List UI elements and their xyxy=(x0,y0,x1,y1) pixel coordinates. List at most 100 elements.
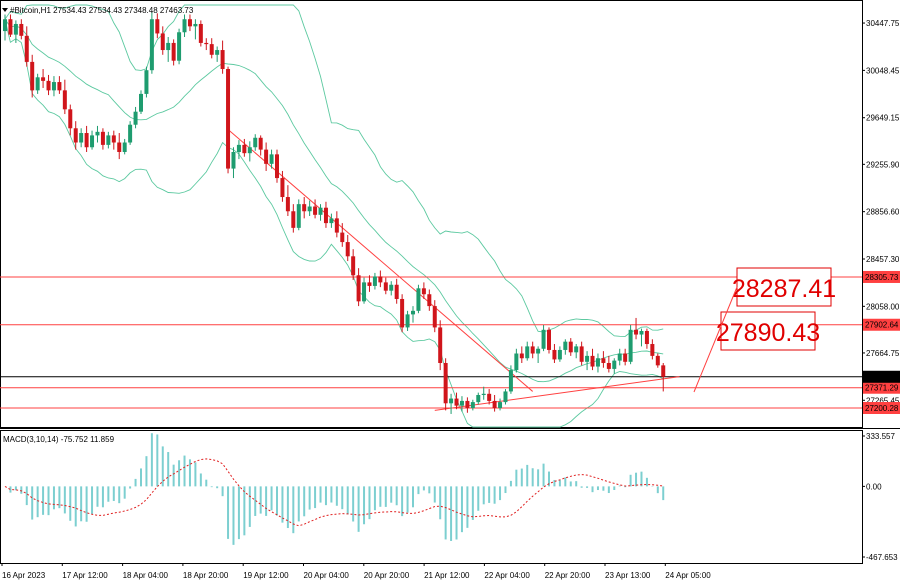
candle-body xyxy=(220,50,225,70)
candle-body xyxy=(236,144,241,152)
candle-body xyxy=(536,348,541,354)
candle-body xyxy=(334,218,339,233)
candle-body xyxy=(258,137,263,150)
candle-body xyxy=(530,346,535,354)
candle-body xyxy=(552,349,557,360)
candle-body xyxy=(345,242,350,257)
candle-body xyxy=(362,282,367,302)
collapse-arrow-icon xyxy=(2,8,8,12)
price-tick-label: 28058.00 xyxy=(866,302,900,311)
price-tick-label: 30048.45 xyxy=(866,66,900,75)
candle-body xyxy=(411,310,415,315)
time-tick-label: 17 Apr 12:00 xyxy=(62,571,108,580)
candle-body xyxy=(318,207,323,215)
candle-body xyxy=(149,19,154,71)
macd-pane-frame xyxy=(0,430,863,564)
candle-body xyxy=(95,131,100,136)
candle-body xyxy=(79,133,84,143)
candle-body xyxy=(514,353,519,371)
candle-body xyxy=(100,131,105,145)
candle-body xyxy=(226,69,231,169)
candle-body xyxy=(275,154,279,179)
candle-body xyxy=(155,19,160,34)
time-tick-label: 22 Apr 04:00 xyxy=(484,571,530,580)
candle-body xyxy=(579,346,584,362)
candle-body xyxy=(639,330,644,335)
candle-body xyxy=(459,400,464,406)
trendline xyxy=(434,376,680,411)
chart-header: #Bitcoin,H1 27534.43 27534.43 27348.48 2… xyxy=(10,6,194,15)
candle-body xyxy=(41,77,46,81)
candle-body xyxy=(644,330,649,345)
candle-body xyxy=(416,288,421,311)
time-tick-label: 22 Apr 20:00 xyxy=(545,571,591,580)
level-price-label: 27902.64 xyxy=(865,321,899,330)
time-tick-label: 20 Apr 04:00 xyxy=(304,571,350,580)
candle-body xyxy=(541,329,546,349)
candle-body xyxy=(177,32,182,61)
bollinger-lower-band xyxy=(4,19,664,428)
candle-body xyxy=(117,142,122,152)
candle-body xyxy=(269,154,274,164)
candle-body xyxy=(51,82,56,91)
time-tick-label: 24 Apr 05:00 xyxy=(665,571,711,580)
candle-body xyxy=(253,137,258,148)
candle-body xyxy=(595,358,600,367)
price-callout-box xyxy=(736,267,832,307)
candle-body xyxy=(476,394,481,403)
candle-body xyxy=(57,82,62,91)
candle-body xyxy=(367,282,372,286)
price-callout-text: 28287.41 xyxy=(732,275,836,303)
price-pane-frame xyxy=(0,0,863,428)
candle-body xyxy=(405,314,410,328)
candle-body xyxy=(449,398,454,404)
candle-body xyxy=(35,77,40,91)
candle-body xyxy=(351,256,356,276)
candle-body xyxy=(438,327,443,363)
price-tick-label: 30447.75 xyxy=(866,19,900,28)
candle-body xyxy=(623,353,628,362)
macd-tick-label: 333.557 xyxy=(866,432,895,441)
candle-body xyxy=(590,355,595,367)
time-tick-label: 21 Apr 12:00 xyxy=(424,571,470,580)
price-callout-box xyxy=(720,311,816,351)
candle-body xyxy=(291,211,296,228)
candle-body xyxy=(568,341,573,353)
candle-body xyxy=(111,135,116,143)
candle-body xyxy=(128,124,133,143)
candle-body xyxy=(8,19,13,35)
candle-body xyxy=(193,23,198,27)
candle-body xyxy=(313,206,318,215)
candle-body xyxy=(601,358,606,363)
macd-tick-label: -467.653 xyxy=(866,553,898,562)
price-tick-label: 27664.75 xyxy=(866,349,900,358)
candle-body xyxy=(606,362,611,369)
candle-body xyxy=(383,282,388,291)
level-price-label: 28305.73 xyxy=(865,273,899,282)
candle-body xyxy=(427,294,432,307)
time-tick-label: 23 Apr 13:00 xyxy=(605,571,651,580)
candle-body xyxy=(661,365,666,377)
candle-body xyxy=(498,402,503,409)
candle-body xyxy=(612,360,617,369)
candle-body xyxy=(106,135,111,145)
price-tick-label: 29255.90 xyxy=(866,160,900,169)
candle-body xyxy=(280,178,285,198)
candle-body xyxy=(585,355,590,362)
level-price-tag xyxy=(863,402,900,415)
callout-leader-line xyxy=(693,286,738,393)
candle-body xyxy=(296,204,301,228)
candle-body xyxy=(285,197,290,212)
candle-body xyxy=(329,218,334,224)
candle-body xyxy=(340,232,345,243)
candle-body xyxy=(187,19,192,27)
candle-body xyxy=(547,329,551,350)
price-tick-label: 28856.60 xyxy=(866,208,900,217)
candle-body xyxy=(242,144,247,154)
candle-body xyxy=(215,50,220,55)
level-price-label: 27200.28 xyxy=(865,404,899,413)
candle-body xyxy=(247,147,252,154)
time-tick-label: 16 Apr 2023 xyxy=(2,571,46,580)
price-tick-label: 29649.15 xyxy=(866,114,900,123)
